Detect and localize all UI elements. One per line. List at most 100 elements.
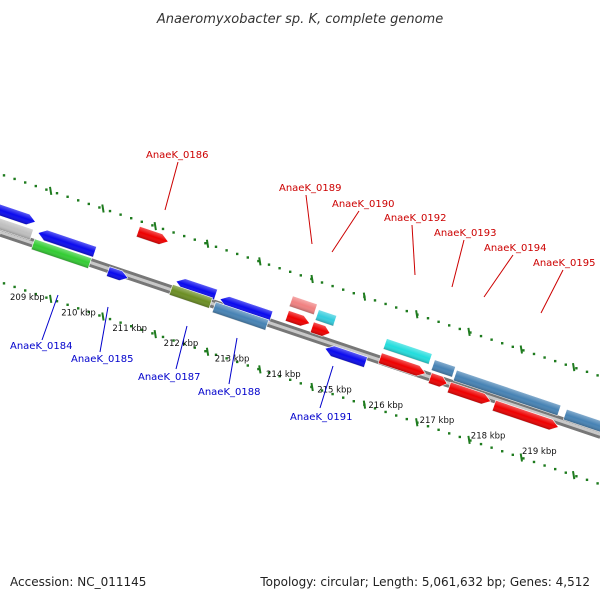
ruler-dot — [236, 252, 239, 256]
feature-shading — [285, 310, 310, 327]
ruler-major-tick — [415, 310, 419, 319]
backbone-strand-upper — [0, 227, 600, 433]
ruler-dot — [469, 331, 472, 334]
ruler-dot — [257, 259, 260, 263]
gene-label[interactable]: AnaeK_0195 — [533, 258, 595, 269]
ruler-dot — [289, 270, 292, 273]
gene-label-leader — [305, 194, 313, 245]
gene-label[interactable]: AnaeK_0192 — [384, 213, 446, 224]
ruler-dot — [501, 450, 504, 453]
feature-shading — [176, 278, 218, 300]
ruler-dot — [554, 359, 557, 363]
cyan-gene-0192 — [382, 338, 433, 365]
ruler-dot — [267, 371, 271, 374]
ruler-dot — [426, 317, 430, 320]
blue-gene-small-0185 — [106, 266, 129, 281]
feature-shading — [31, 238, 92, 269]
grey-gene-left-edge — [0, 215, 34, 241]
genome-summary-text: Topology: circular; Length: 5,061,632 bp… — [259, 575, 590, 589]
gene-label-leader — [175, 325, 188, 370]
ruler-dot — [119, 321, 122, 324]
accession-text: Accession: NC_011145 — [10, 575, 146, 589]
steelblue-gene-0195 — [562, 408, 600, 433]
ruler-dot — [172, 231, 175, 234]
blue-gene-0184 — [37, 229, 97, 258]
gene-label[interactable]: AnaeK_0193 — [434, 228, 496, 239]
cyan-gene-0190 — [314, 309, 338, 327]
gene-label[interactable]: AnaeK_0190 — [332, 199, 394, 210]
ruler-dot — [77, 307, 80, 310]
ruler-dot — [66, 303, 69, 306]
gene-label-leader — [451, 239, 465, 288]
ruler-dot — [458, 435, 461, 439]
feature-shading — [220, 296, 273, 322]
ruler-dot — [289, 378, 292, 381]
gene-label[interactable]: AnaeK_0191 — [290, 412, 352, 423]
ruler-dot — [13, 177, 16, 181]
feature-track — [0, 201, 600, 433]
red-gene-0189 — [284, 310, 311, 327]
ruler-major-tick — [362, 292, 367, 301]
blue-gene-left-edge — [0, 201, 36, 225]
red-gene-0193 — [427, 372, 448, 388]
feature-shading — [378, 352, 426, 377]
ruler-major-tick — [467, 435, 471, 445]
feature-shading — [428, 372, 448, 387]
ruler-dot — [45, 188, 48, 191]
feature-shading — [106, 266, 128, 281]
gene-label[interactable]: AnaeK_0185 — [71, 354, 133, 365]
gene-label-leader — [228, 337, 238, 385]
ruler-dot — [448, 324, 451, 327]
ruler-dot — [395, 306, 398, 309]
feature-shading — [289, 295, 318, 315]
gene-label[interactable]: AnaeK_0188 — [198, 387, 260, 398]
kbp-tick-label: 209 kbp — [10, 293, 45, 303]
pink-gene-0189 — [288, 295, 318, 315]
ruler-dot — [501, 342, 504, 345]
kbp-tick-label: 218 kbp — [471, 432, 506, 442]
ruler-dot — [204, 242, 207, 245]
ruler-dot — [437, 320, 440, 324]
kbp-tick-label: 215 kbp — [317, 385, 352, 395]
steelblue-gene-0188 — [211, 301, 270, 331]
ruler-major-tick — [415, 418, 419, 427]
gene-label-leader — [411, 224, 416, 276]
gene-label[interactable]: AnaeK_0194 — [484, 243, 546, 254]
kbp-tick-labels: 209 kbp 210 kbp 211 kbp 212 kbp 213 kbp 214 k… — [10, 293, 557, 457]
ruler-dot — [596, 482, 599, 485]
kbp-tick-label: 210 kbp — [61, 308, 96, 318]
ruler-tracks — [2, 174, 599, 485]
ruler-dot — [214, 353, 218, 356]
ruler-dot — [448, 432, 451, 435]
ruler-major-tick — [205, 347, 210, 356]
ruler-dot — [257, 367, 260, 371]
feature-shading — [136, 226, 169, 245]
ruler-dot — [532, 352, 536, 356]
ruler-dot — [24, 289, 27, 292]
ruler-dot — [193, 238, 196, 241]
gene-label[interactable]: AnaeK_0187 — [138, 372, 200, 383]
gene-label[interactable]: AnaeK_0184 — [10, 341, 72, 352]
kbp-tick-label: 214 kbp — [266, 370, 301, 380]
red-gene-0186 — [135, 225, 169, 245]
ruler-dot — [183, 234, 186, 238]
ruler-major-tick — [205, 239, 210, 248]
ruler-dot — [34, 184, 37, 188]
steelblue-gene-0194 — [452, 369, 562, 417]
ruler-dot — [511, 345, 514, 349]
gene-label[interactable]: AnaeK_0186 — [146, 150, 208, 161]
ruler-major-tick — [519, 453, 523, 462]
ruler-dot — [532, 460, 536, 464]
ruler-major-tick — [101, 204, 105, 213]
gene-label[interactable]: AnaeK_0189 — [279, 183, 341, 194]
ruler-dot — [13, 285, 16, 289]
ruler-major-tick — [49, 294, 53, 304]
ruler-dot — [490, 446, 493, 449]
ruler-dot — [352, 292, 355, 295]
ruler-dot — [161, 227, 165, 231]
ruler-dot — [278, 375, 281, 378]
ruler-dot — [458, 327, 461, 331]
steelblue-gene-0193 — [430, 359, 456, 378]
ruler-dot — [34, 292, 37, 296]
ruler-dot — [575, 475, 578, 478]
